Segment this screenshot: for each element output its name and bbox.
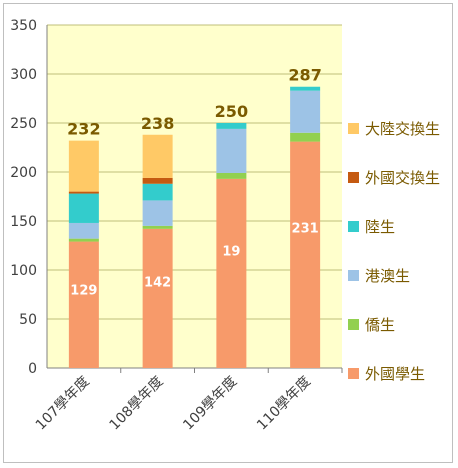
y-tick-label: 300 [10,67,37,83]
y-tick-label: 350 [10,18,37,34]
x-tick-label: 110學年度 [254,374,314,434]
legend-swatch [348,221,359,232]
bar-segment [290,90,321,133]
legend-label: 外國交換生 [365,169,440,187]
bar-segment [142,183,173,201]
bar-segment [68,241,99,368]
y-tick-label: 50 [19,312,37,328]
bar-segment [142,134,173,178]
legend-swatch [348,123,359,134]
legend-swatch [348,270,359,281]
bar-segment [142,200,173,226]
bar-segment [68,222,99,239]
bar-segment [290,132,321,142]
total-label: 287 [288,66,321,85]
bar-segment [68,140,99,192]
legend-swatch [348,319,359,330]
x-tick-label: 107學年度 [33,374,93,434]
y-tick-label: 100 [10,263,37,279]
legend-swatch [348,172,359,183]
bar-segment [142,225,173,229]
bar-segment [290,86,321,91]
y-tick-label: 250 [10,116,37,132]
total-label: 232 [67,120,100,139]
bar-segment [68,193,99,223]
total-label: 238 [141,114,174,133]
bar-segment [216,123,247,129]
bar-segment [290,141,321,368]
legend-label: 陸生 [365,218,395,236]
legend-swatch [348,368,359,379]
legend-label: 大陸交換生 [365,120,440,138]
legend-label: 僑生 [365,316,395,334]
bar-segment [68,238,99,242]
legend-label: 港澳生 [365,267,410,285]
y-tick-label: 0 [28,361,37,377]
bar-segment [216,172,247,179]
x-tick-label: 109學年度 [180,374,240,434]
total-label: 250 [215,102,248,121]
bar-segment [142,177,173,184]
y-tick-label: 150 [10,214,37,230]
bar-segment [216,178,247,368]
bar-segment [68,191,99,194]
y-tick-label: 200 [10,165,37,181]
bar-segment [216,128,247,173]
x-tick-label: 108學年度 [107,374,167,434]
data-label: 231 [292,222,319,237]
legend-label: 外國學生 [365,365,425,383]
bar-segment [142,228,173,368]
data-label: 129 [70,284,97,299]
data-label: 142 [144,276,171,291]
data-label: 19 [222,245,240,260]
